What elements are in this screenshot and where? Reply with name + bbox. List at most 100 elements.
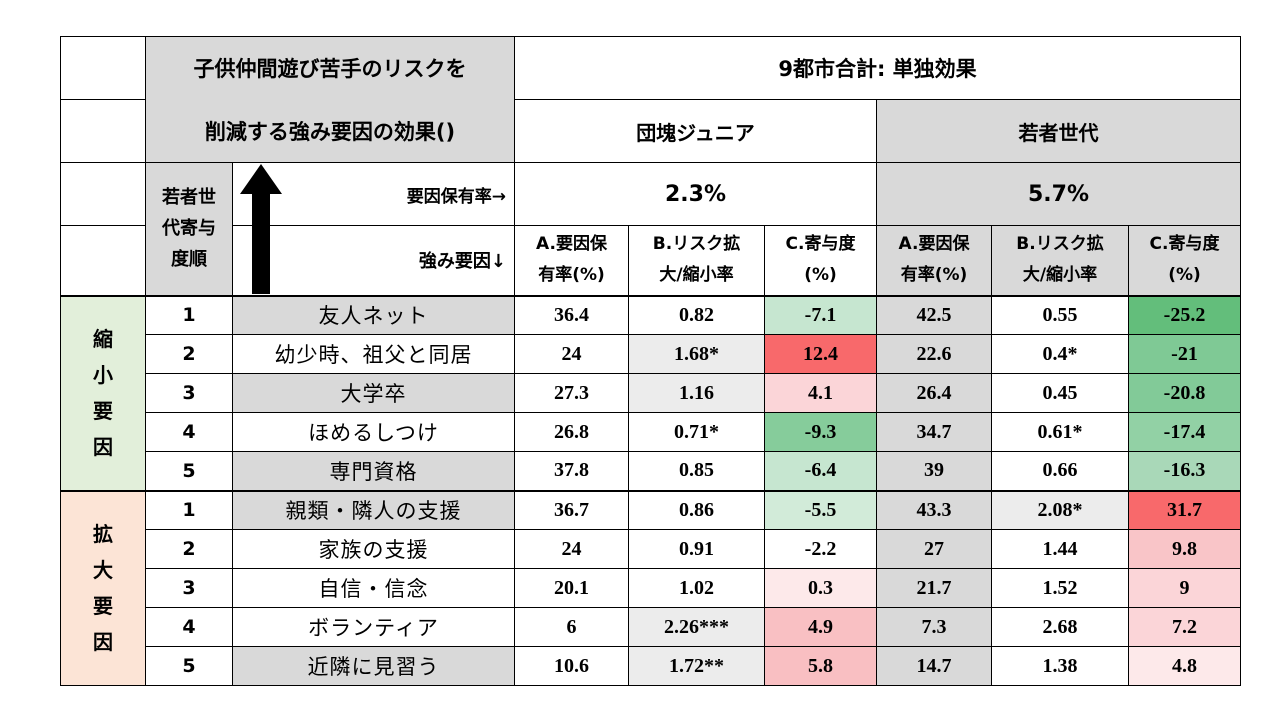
row-young-b: 1.38 [991, 646, 1129, 686]
row-rank: 1 [145, 295, 233, 335]
row-young-b: 1.44 [991, 529, 1129, 569]
rate-young: 5.7% [876, 162, 1241, 226]
row-young-a: 26.4 [876, 373, 992, 413]
main-title: 9都市合計: 単独効果 [514, 36, 1241, 100]
row-rank: 5 [145, 646, 233, 686]
row-dankai-c: 12.4 [764, 334, 877, 374]
row-factor: 友人ネット [232, 295, 515, 335]
row-dankai-a: 36.7 [514, 490, 629, 530]
row-young-b: 0.4* [991, 334, 1129, 374]
row-rank: 1 [145, 490, 233, 530]
up-arrow-icon [240, 164, 282, 294]
row-rank: 4 [145, 412, 233, 452]
row-young-c: 7.2 [1128, 607, 1241, 647]
col-c-dankai: C.寄与度 (%) [764, 225, 877, 297]
rate-dankai: 2.3% [514, 162, 877, 226]
col-a-dankai: A.要因保 有率(%) [514, 225, 629, 297]
blank-corner-1 [60, 36, 146, 100]
effects-table: 子供仲間遊び苦手のリスクを 9都市合計: 単独効果 削減する強み要因の効果() … [60, 36, 1241, 686]
row-factor: 近隣に見習う [232, 646, 515, 686]
row-dankai-c: 4.9 [764, 607, 877, 647]
row-young-c: 31.7 [1128, 490, 1241, 530]
row-young-b: 0.61* [991, 412, 1129, 452]
row-young-c: -20.8 [1128, 373, 1241, 413]
row-factor: 親類・隣人の支援 [232, 490, 515, 530]
row-factor: 大学卒 [232, 373, 515, 413]
row-dankai-a: 24 [514, 529, 629, 569]
group-shrink-label: 縮小要因 [60, 295, 146, 491]
row-young-c: -16.3 [1128, 451, 1241, 492]
row-young-a: 27 [876, 529, 992, 569]
row-dankai-a: 20.1 [514, 568, 629, 608]
row-dankai-b: 0.91 [628, 529, 765, 569]
row-factor: 家族の支援 [232, 529, 515, 569]
row-rank: 2 [145, 334, 233, 374]
row-dankai-c: -9.3 [764, 412, 877, 452]
row-young-a: 22.6 [876, 334, 992, 374]
row-dankai-b: 0.86 [628, 490, 765, 530]
row-rank: 2 [145, 529, 233, 569]
group-shrink-text: 縮小要因 [93, 327, 113, 459]
row-young-b: 0.66 [991, 451, 1129, 492]
row-young-c: -21 [1128, 334, 1241, 374]
table-title-line1: 子供仲間遊び苦手のリスクを [145, 36, 515, 100]
blank-corner-3 [60, 162, 146, 226]
row-dankai-b: 0.82 [628, 295, 765, 335]
row-factor: 自信・信念 [232, 568, 515, 608]
row-dankai-a: 6 [514, 607, 629, 647]
row-young-a: 7.3 [876, 607, 992, 647]
row-young-b: 0.55 [991, 295, 1129, 335]
row-young-a: 39 [876, 451, 992, 492]
row-rank: 3 [145, 373, 233, 413]
row-rank: 5 [145, 451, 233, 492]
row-factor: 専門資格 [232, 451, 515, 492]
row-young-a: 21.7 [876, 568, 992, 608]
row-rank: 3 [145, 568, 233, 608]
row-young-a: 14.7 [876, 646, 992, 686]
row-dankai-a: 10.6 [514, 646, 629, 686]
row-dankai-a: 37.8 [514, 451, 629, 492]
col-b-dankai: B.リスク拡 大/縮小率 [628, 225, 765, 297]
row-rank: 4 [145, 607, 233, 647]
row-dankai-b: 1.68* [628, 334, 765, 374]
row-factor: 幼少時、祖父と同居 [232, 334, 515, 374]
blank-corner-2 [60, 99, 146, 163]
row-young-a: 43.3 [876, 490, 992, 530]
row-young-c: 9.8 [1128, 529, 1241, 569]
row-dankai-a: 24 [514, 334, 629, 374]
row-dankai-b: 0.85 [628, 451, 765, 492]
rank-order-label: 若者世 代寄与 度順 [145, 162, 233, 296]
row-factor: ボランティア [232, 607, 515, 647]
row-young-b: 0.45 [991, 373, 1129, 413]
row-dankai-a: 26.8 [514, 412, 629, 452]
group-young-header: 若者世代 [876, 99, 1241, 163]
row-dankai-b: 1.16 [628, 373, 765, 413]
row-young-b: 1.52 [991, 568, 1129, 608]
row-dankai-c: 0.3 [764, 568, 877, 608]
row-dankai-a: 27.3 [514, 373, 629, 413]
row-dankai-b: 1.72** [628, 646, 765, 686]
row-dankai-b: 1.02 [628, 568, 765, 608]
row-young-c: -17.4 [1128, 412, 1241, 452]
col-b-young: B.リスク拡 大/縮小率 [991, 225, 1129, 297]
row-young-c: -25.2 [1128, 295, 1241, 335]
group-dankai-header: 団塊ジュニア [514, 99, 877, 163]
blank-corner-4 [60, 225, 146, 297]
row-young-b: 2.08* [991, 490, 1129, 530]
row-dankai-b: 2.26*** [628, 607, 765, 647]
row-dankai-c: -6.4 [764, 451, 877, 492]
row-dankai-a: 36.4 [514, 295, 629, 335]
group-expand-text: 拡大要因 [93, 522, 113, 655]
table-title-line2: 削減する強み要因の効果() [145, 99, 515, 163]
row-factor: ほめるしつけ [232, 412, 515, 452]
row-young-a: 34.7 [876, 412, 992, 452]
holding-rate-label: 要因保有率→ [232, 162, 515, 226]
group-expand-label: 拡大要因 [60, 490, 146, 686]
row-dankai-c: -2.2 [764, 529, 877, 569]
row-young-a: 42.5 [876, 295, 992, 335]
row-dankai-c: 4.1 [764, 373, 877, 413]
row-dankai-c: 5.8 [764, 646, 877, 686]
col-a-young: A.要因保 有率(%) [876, 225, 992, 297]
row-dankai-c: -5.5 [764, 490, 877, 530]
row-dankai-b: 0.71* [628, 412, 765, 452]
